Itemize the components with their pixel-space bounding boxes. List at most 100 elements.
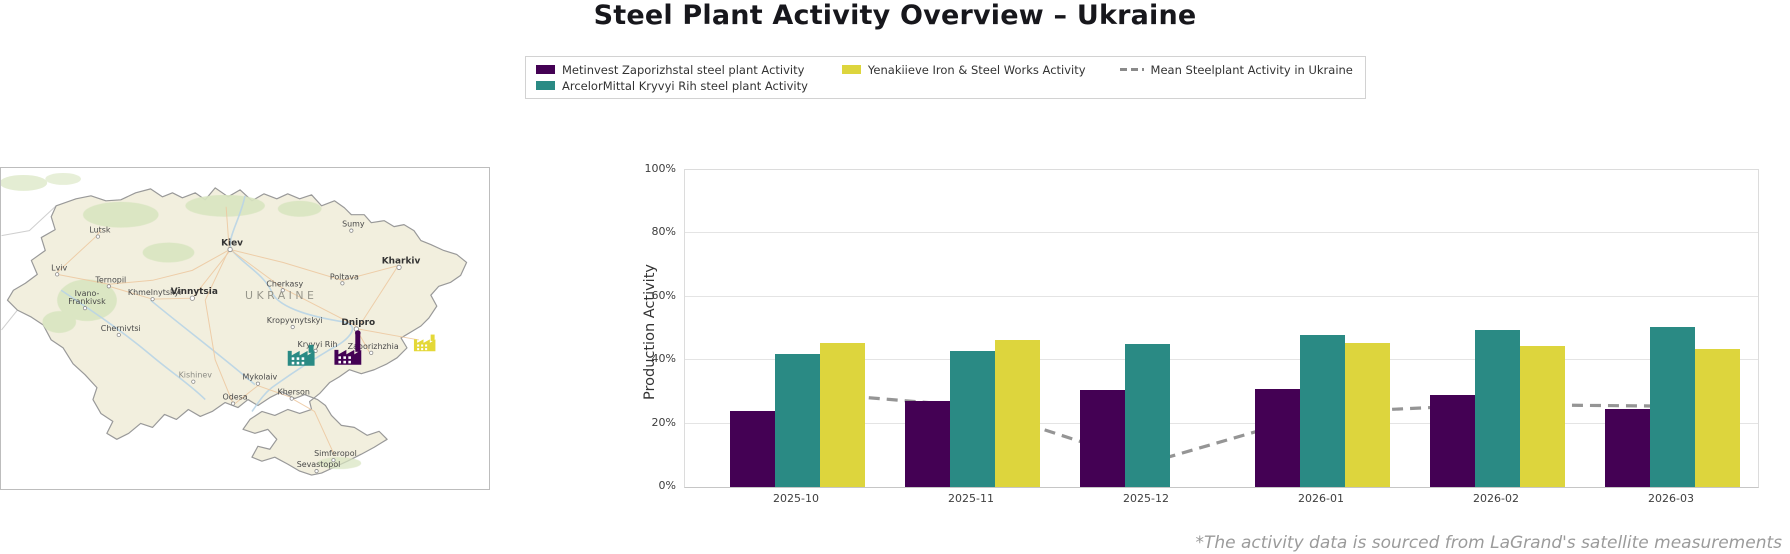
svg-text:Ternopil: Ternopil <box>94 275 126 284</box>
x-tick-label-2026-01: 2026-01 <box>1298 492 1344 505</box>
svg-text:Kishinev: Kishinev <box>179 371 213 380</box>
svg-text:Sumy: Sumy <box>342 220 365 229</box>
legend-item: ArcelorMittal Kryvyi Rih steel plant Act… <box>536 79 808 93</box>
map-city-kiev: Kiev <box>221 239 243 253</box>
bar-2026-02-series1 <box>1474 330 1520 487</box>
svg-text:Mykolaiv: Mykolaiv <box>243 373 278 382</box>
ukraine-outline <box>6 187 468 476</box>
bar-2026-03-series0 <box>1604 409 1650 487</box>
factory-icon <box>413 334 436 352</box>
map-city-kherson: Kherson <box>277 388 310 401</box>
svg-text:Kharkiv: Kharkiv <box>382 256 421 266</box>
gridline-60 <box>685 295 1758 297</box>
x-tick-label-2026-02: 2026-02 <box>1473 492 1519 505</box>
ukraine-map: UKRAINE Kiev Kharkiv Dnipro Vinnytsia Lutsk L… <box>0 167 490 490</box>
x-tick-label-2026-03: 2026-03 <box>1648 492 1694 505</box>
bar-2026-01-series0 <box>1254 388 1300 487</box>
map-forest-patches <box>42 194 362 470</box>
svg-text:Zaporizhzhia: Zaporizhzhia <box>348 342 399 351</box>
y-tick-label: 100% <box>644 162 676 175</box>
map-city-zaporizhzhia: Zaporizhzhia <box>348 342 399 355</box>
map-city-khmelnytskyi: Khmelnytskyi <box>128 288 181 302</box>
map-city-lutsk: Lutsk <box>89 226 111 239</box>
y-tick-label: 40% <box>651 352 676 366</box>
map-city-sevastopol: Sevastopol <box>297 460 341 474</box>
svg-text:Vinnytsia: Vinnytsia <box>171 287 218 297</box>
bar-2026-01-series2 <box>1344 342 1390 487</box>
bar-2026-03-series2 <box>1694 349 1740 487</box>
svg-text:Cherkasy: Cherkasy <box>266 279 303 288</box>
legend-label: Metinvest Zaporizhstal steel plant Activ… <box>562 62 805 77</box>
map-city-poltava: Poltava <box>330 272 359 286</box>
map-city-ivano-frankivsk: Ivano-Frankivsk <box>68 289 106 311</box>
y-tick-label: 20% <box>651 415 676 429</box>
svg-text:Khmelnytskyi: Khmelnytskyi <box>128 288 181 297</box>
legend-item: Yenakiieve Iron & Steel Works Activity <box>841 62 1086 77</box>
factory-icon <box>334 330 362 365</box>
svg-text:Poltava: Poltava <box>330 272 359 281</box>
svg-text:Kryvyi Rih: Kryvyi Rih <box>298 340 338 349</box>
map-city-mykolaiv: Mykolaiv <box>243 373 278 386</box>
bar-2026-01-series1 <box>1299 334 1345 487</box>
map-city-kropyvnytskyi: Kropyvnytskyi <box>267 316 323 330</box>
bar-2026-03-series1 <box>1649 326 1695 487</box>
y-tick-label: 60% <box>651 288 676 302</box>
svg-text:Sevastopol: Sevastopol <box>297 460 341 469</box>
bar-2025-10-series0 <box>729 410 775 487</box>
map-city-kishinev: Kishinev <box>179 371 213 384</box>
legend-label: Yenakiieve Iron & Steel Works Activity <box>867 62 1086 77</box>
legend-dashed-line-swatch <box>1119 68 1144 71</box>
bar-2025-11-series0 <box>904 401 950 487</box>
bar-2025-11-series1 <box>949 350 995 487</box>
legend-color-swatch <box>536 81 555 90</box>
map-city-simferopol: Simferopol <box>314 449 357 463</box>
map-city-odesa: Odesa <box>222 393 248 406</box>
map-city-chernivtsi: Chernivtsi <box>101 324 141 338</box>
page-title: Steel Plant Activity Overview – Ukraine <box>593 0 1197 31</box>
x-tick-label-2025-12: 2025-12 <box>1123 492 1169 505</box>
map-country-label: UKRAINE <box>245 289 317 302</box>
y-tick-label: 80% <box>651 225 676 239</box>
legend-color-swatch <box>841 65 861 74</box>
svg-text:Simferopol: Simferopol <box>314 449 357 458</box>
chart-legend: Metinvest Zaporizhstal steel plant Activ… <box>525 56 1366 99</box>
legend-item: Metinvest Zaporizhstal steel plant Activ… <box>536 63 808 77</box>
bar-2025-11-series2 <box>994 339 1040 487</box>
gridline-20 <box>685 422 1758 424</box>
x-tick-label-2025-11: 2025-11 <box>948 492 994 505</box>
y-axis-label: Production Activity <box>642 264 658 400</box>
bar-2025-12-series1 <box>1124 344 1170 487</box>
legend-label: ArcelorMittal Kryvyi Rih steel plant Act… <box>562 78 808 93</box>
svg-text:Dnipro: Dnipro <box>341 318 375 328</box>
map-city-kryvyi-rih: Kryvyi Rih <box>298 340 338 353</box>
map-factory-markers <box>287 330 436 366</box>
bar-2025-12-series0 <box>1079 390 1125 487</box>
source-footnote: *The activity data is sourced from LaGra… <box>1195 533 1782 553</box>
svg-text:Kherson: Kherson <box>277 388 309 397</box>
svg-text:Chernivtsi: Chernivtsi <box>101 324 141 333</box>
bar-2026-02-series0 <box>1429 395 1475 487</box>
svg-text:Kropyvnytskyi: Kropyvnytskyi <box>267 316 323 325</box>
bar-2025-10-series2 <box>819 342 865 487</box>
gridline-80 <box>685 232 1758 234</box>
map-city-vinnytsia: Vinnytsia <box>171 287 218 301</box>
legend-color-swatch <box>536 65 555 74</box>
svg-text:Lutsk: Lutsk <box>89 226 111 235</box>
bar-2026-02-series2 <box>1519 345 1565 487</box>
map-city-kharkiv: Kharkiv <box>382 256 421 270</box>
svg-text:Odesa: Odesa <box>222 393 247 402</box>
map-city-cherkasy: Cherkasy <box>266 279 303 293</box>
svg-text:Kiev: Kiev <box>221 239 243 249</box>
map-city-lviv: Lviv <box>51 263 67 277</box>
legend-label: Mean Steelplant Activity in Ukraine <box>1150 62 1353 77</box>
legend-item: Mean Steelplant Activity in Ukraine <box>1119 62 1353 77</box>
bar-2025-10-series1 <box>774 353 820 487</box>
map-cities: Kiev Kharkiv Dnipro Vinnytsia Lutsk Lviv Terno… <box>51 220 421 474</box>
svg-text:Ivano-Frankivsk: Ivano-Frankivsk <box>68 289 106 306</box>
gridline-40 <box>685 359 1758 361</box>
y-tick-label: 0% <box>658 479 676 492</box>
map-city-ternopil: Ternopil <box>94 275 126 289</box>
plot-area <box>684 169 1759 488</box>
x-tick-label-2025-10: 2025-10 <box>773 492 819 505</box>
mean-activity-line <box>796 390 1673 465</box>
